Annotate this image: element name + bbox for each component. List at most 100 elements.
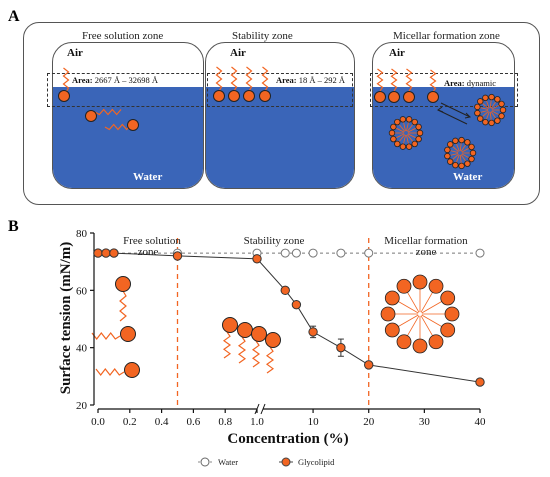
x-tick-label: 30 [419, 416, 431, 428]
glycolipid-series-line [98, 252, 481, 383]
glycolipid-head-icon [388, 91, 400, 103]
zone-label-micellar-line1: Micellar formation [384, 235, 468, 247]
water-data-point [475, 248, 485, 258]
glycolipid-head-icon [452, 161, 459, 169]
hydrophobic-tail-icon [390, 68, 398, 92]
glycolipid-head-icon [399, 143, 407, 150]
hydrophobic-tail-icon [265, 346, 275, 374]
hydrophobic-tail-icon [460, 154, 467, 163]
hydrophobic-tail-icon [485, 111, 490, 121]
x-axis-label: Concentration (%) [227, 431, 348, 447]
glycolipid-head-icon [474, 103, 481, 111]
micelles [388, 93, 507, 170]
glycolipid-head-icon [474, 109, 481, 117]
hydrophobic-tail-icon [237, 336, 247, 364]
glycolipid-head-icon [243, 90, 255, 102]
glycolipid-head-icon [428, 334, 444, 350]
hydrophobic-tail-icon [429, 69, 437, 93]
legend: Water Glycolipid [198, 457, 335, 467]
area-value: 2667 Å – 32698 Å [94, 75, 159, 85]
area-box-micellar [370, 73, 518, 107]
hydrophobic-tail-icon [402, 134, 406, 145]
hydrophobic-tail-icon [94, 108, 122, 116]
area-label: Area: [276, 75, 297, 85]
hydrophobic-tail-icon [485, 99, 490, 109]
beaker-free: Air Water [52, 42, 204, 189]
glycolipid-data-point [280, 285, 290, 296]
panel-a-molecules [58, 66, 507, 170]
glycolipid-data-point [475, 377, 485, 387]
zone-label-free-line2: zone [138, 246, 159, 258]
water-data-point [280, 248, 290, 258]
arrowhead-icon [436, 106, 444, 113]
glycolipid-head-icon [482, 94, 489, 102]
panel-b-letter: B [8, 218, 19, 235]
zone-label-micellar-line2: zone [416, 246, 437, 258]
x-tick-label: 0.2 [123, 416, 137, 428]
glycolipid-head-icon [498, 100, 505, 108]
glycolipid-head-icon [405, 116, 413, 123]
hydrophobic-tail-icon [406, 134, 410, 145]
beaker-micellar: Air Water [372, 42, 515, 189]
hydrophobic-tail-icon [460, 143, 467, 152]
glycolipid-head-icon [259, 90, 271, 102]
glycolipid-head-icon [412, 338, 428, 354]
area-box-stability [207, 73, 353, 107]
glycolipid-head-icon [265, 332, 281, 348]
axis-break-mark [254, 403, 260, 415]
glycolipid-head-icon [468, 143, 475, 151]
area-value: 18 Å – 292 Å [298, 75, 346, 85]
legend-glycolipid-marker [281, 457, 291, 467]
y-tick-label: 80 [76, 228, 88, 240]
hydrophobic-tail-icon [479, 106, 489, 110]
glycolipid-head-icon [415, 123, 422, 131]
hydrophobic-tail-icon [215, 66, 223, 92]
hydrophobic-tail-icon [455, 142, 460, 152]
hydrophobic-tail-icon [91, 332, 121, 340]
glycolipid-head-icon [440, 322, 456, 338]
glycolipid-head-icon [469, 149, 477, 157]
glycolipid-data-point [252, 254, 262, 264]
hydrophobic-tail-icon [251, 340, 261, 368]
hydrophobic-tail-icon [479, 110, 489, 114]
hydrophobic-tail-icon [62, 67, 70, 93]
y-tick-label: 20 [76, 400, 88, 412]
hydrophobic-tail-icon [405, 68, 413, 92]
glycolipid-head-icon [403, 91, 415, 103]
glycolipid-head-icon [384, 290, 400, 306]
area-value: dynamic [466, 78, 497, 88]
hydrophobic-tail-icon [451, 145, 459, 152]
chart-illustrations [91, 274, 460, 378]
y-tick-label: 60 [76, 285, 88, 297]
hydrophobic-tail-icon [455, 154, 460, 164]
x-tick-label: 0.8 [218, 416, 232, 428]
hydrophobic-tail-icon [376, 68, 384, 92]
x-tick-label: 0.0 [91, 416, 105, 428]
glycolipid-head-icon [412, 274, 428, 290]
hydrophobic-tail-icon [449, 149, 459, 153]
hydrophobic-tail-icon [407, 127, 417, 133]
glycolipid-head-icon [115, 276, 131, 292]
glycolipid-head-icon [396, 278, 412, 294]
hydrophobic-tail-icon [398, 123, 406, 132]
chart-marks [93, 248, 485, 387]
glycolipid-head-icon [428, 278, 444, 294]
glycolipid-head-icon [228, 90, 240, 102]
hydrophobic-tail-icon [481, 102, 489, 109]
water-label: Water [133, 171, 163, 183]
glycolipid-head-icon [494, 117, 501, 124]
glycolipid-head-icon [213, 90, 225, 102]
glycolipid-head-icon [411, 118, 418, 126]
glycolipid-head-icon [405, 143, 413, 150]
water-region [53, 87, 203, 188]
hydrophobic-tail-icon [245, 66, 253, 92]
hydrophobic-tail-icon [489, 99, 492, 109]
area-text-free: Area: 2667 Å – 32698 Å [72, 75, 158, 85]
hydrophobic-tail-icon [461, 147, 470, 153]
hydrophobic-tail-icon [459, 142, 462, 152]
glycolipid-head-icon [222, 317, 238, 333]
glycolipid-head-icon [120, 326, 136, 342]
water-data-point [336, 248, 346, 258]
glycolipid-head-icon [464, 160, 471, 167]
